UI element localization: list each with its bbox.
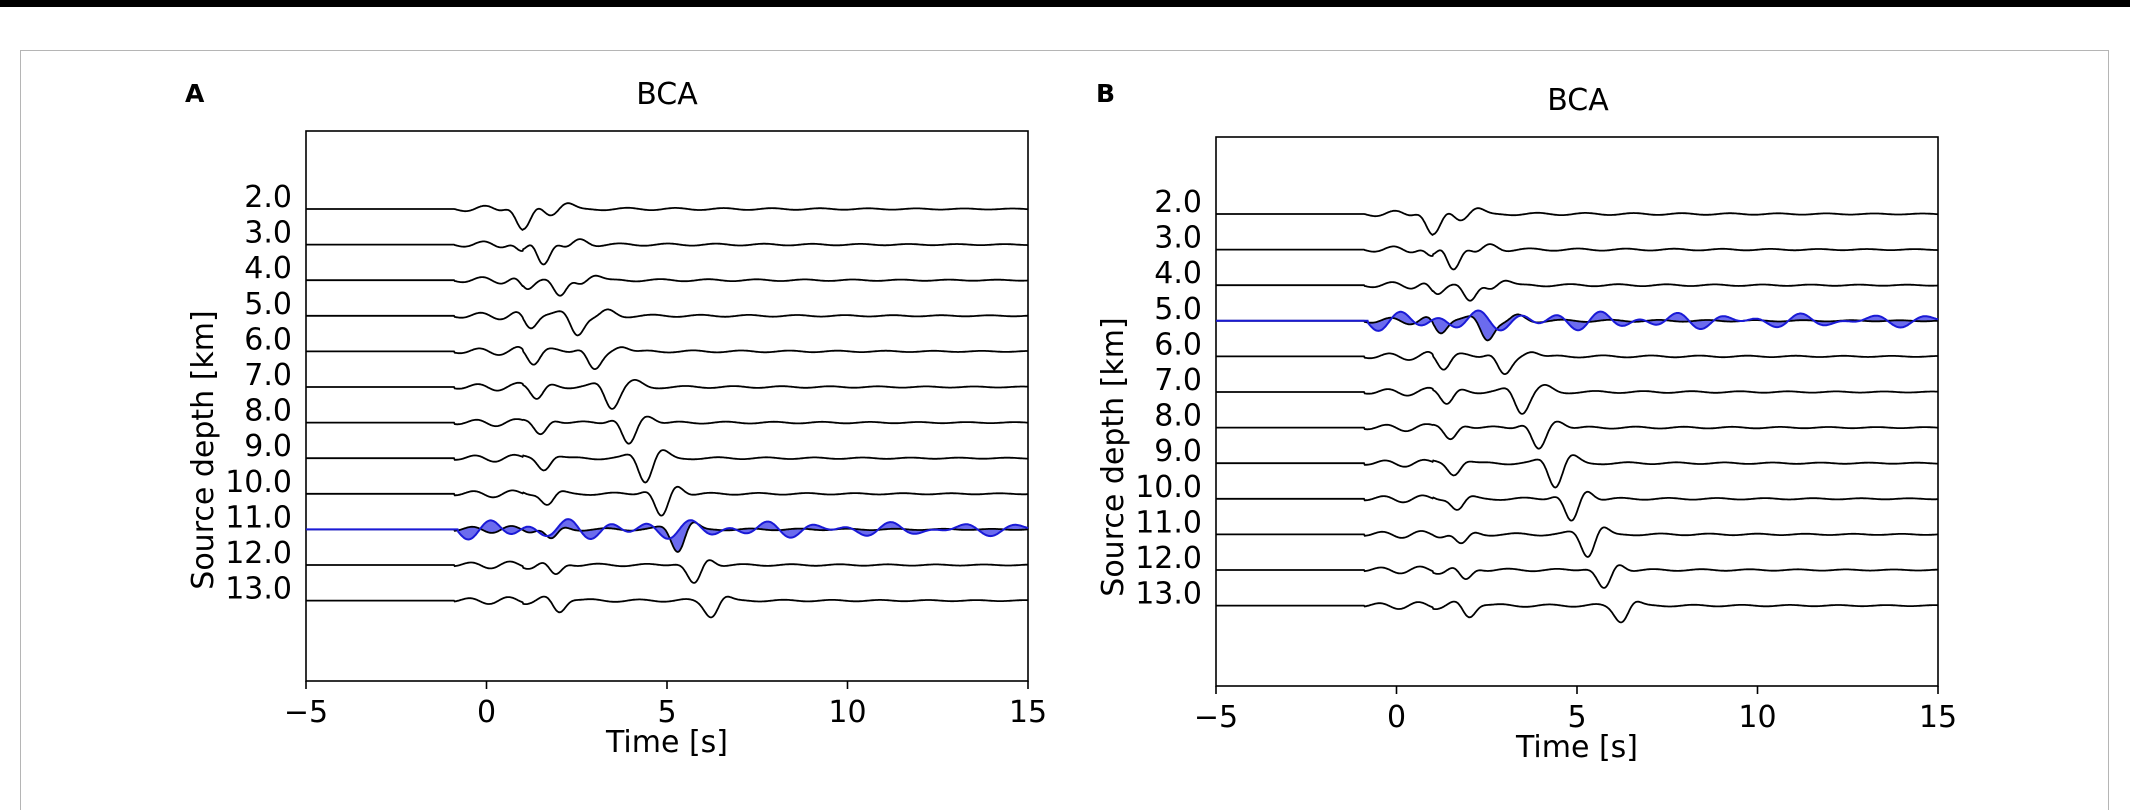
- depth-label: 5.0: [1154, 292, 1202, 327]
- observed-trace: [306, 518, 1029, 541]
- figure-frame: [20, 50, 2109, 810]
- panel-b: B BCA −5 0 5 10 15 Time [s] Source depth [km] 2.0…: [1096, 79, 1957, 765]
- x-axis-label: Time [s]: [605, 725, 728, 760]
- synthetic-trace: [1216, 526, 1938, 558]
- top-rule: [0, 0, 2130, 7]
- depth-label: 8.0: [1154, 399, 1202, 434]
- synthetic-trace: [306, 415, 1029, 445]
- depth-label: 13.0: [1135, 577, 1202, 612]
- depth-label: 12.0: [225, 536, 292, 571]
- depth-label: 2.0: [1154, 185, 1202, 220]
- depth-label: 3.0: [244, 216, 292, 251]
- depth-label: 2.0: [244, 180, 292, 215]
- synthetic-trace: [306, 202, 1028, 231]
- depth-label: 6.0: [1154, 327, 1202, 362]
- depth-label: 7.0: [244, 358, 292, 393]
- depth-label: 4.0: [244, 251, 292, 286]
- observed-trace: [1216, 309, 1939, 332]
- depth-label: 9.0: [1154, 434, 1202, 469]
- y-axis-label: Source depth [km]: [186, 310, 221, 589]
- panel-letter: B: [1096, 79, 1115, 108]
- panel-a: A BCA −5 0 5 10 15 Time [s] Source depth [km] 2.0…: [185, 77, 1047, 760]
- synthetic-trace: [306, 379, 1028, 410]
- misfit-fill: [306, 519, 1028, 552]
- depth-label: 8.0: [244, 394, 292, 429]
- synthetic-trace: [1216, 351, 1939, 376]
- x-tick-label: 5: [1567, 700, 1586, 735]
- x-axis-label: Time [s]: [1515, 730, 1638, 765]
- misfit-fill: [1216, 310, 1938, 341]
- depth-label: 11.0: [1135, 505, 1202, 540]
- synthetic-trace: [306, 308, 1028, 337]
- panel-letter: A: [185, 79, 205, 108]
- synthetic-trace: [306, 449, 1028, 484]
- synthetic-trace: [1216, 564, 1938, 589]
- depth-label: 11.0: [225, 500, 292, 535]
- synthetic-trace: [306, 238, 1028, 266]
- x-tick-label: 5: [657, 695, 676, 730]
- synthetic-trace: [306, 485, 1028, 517]
- synthetic-trace: [1216, 420, 1939, 450]
- synthetic-trace: [1216, 243, 1938, 271]
- synthetic-trace: [306, 595, 1028, 619]
- depth-label: 10.0: [1135, 470, 1202, 505]
- synthetic-trace: [1216, 207, 1938, 236]
- axes-box: [305, 130, 1029, 682]
- synthetic-trace: [1216, 454, 1938, 489]
- axes-box: [1215, 136, 1939, 687]
- x-tick-label: 0: [477, 695, 496, 730]
- depth-label: 13.0: [225, 572, 292, 607]
- x-tick-label: 15: [1919, 700, 1957, 735]
- depth-label: 9.0: [244, 429, 292, 464]
- synthetic-trace: [306, 274, 1028, 297]
- y-axis-label: Source depth [km]: [1096, 317, 1131, 596]
- synthetic-trace: [1216, 600, 1938, 624]
- panel-title: BCA: [1547, 83, 1609, 118]
- x-tick-label: 10: [828, 695, 866, 730]
- x-tick-label: 0: [1387, 700, 1406, 735]
- x-tick-label: −5: [284, 695, 328, 730]
- synthetic-trace: [1216, 490, 1938, 522]
- depth-label: 12.0: [1135, 541, 1202, 576]
- panel-title: BCA: [636, 77, 698, 112]
- synthetic-trace: [1216, 384, 1938, 415]
- depth-label: 10.0: [225, 465, 292, 500]
- x-tick-label: 15: [1009, 695, 1047, 730]
- synthetic-trace: [1216, 279, 1938, 302]
- depth-label: 4.0: [1154, 256, 1202, 291]
- synthetic-trace: [306, 346, 1029, 371]
- depth-label: 6.0: [244, 322, 292, 357]
- x-tick-label: −5: [1194, 700, 1238, 735]
- synthetic-trace: [306, 559, 1028, 584]
- depth-label: 5.0: [244, 287, 292, 322]
- depth-label: 3.0: [1154, 221, 1202, 256]
- x-tick-label: 10: [1738, 700, 1776, 735]
- depth-label: 7.0: [1154, 363, 1202, 398]
